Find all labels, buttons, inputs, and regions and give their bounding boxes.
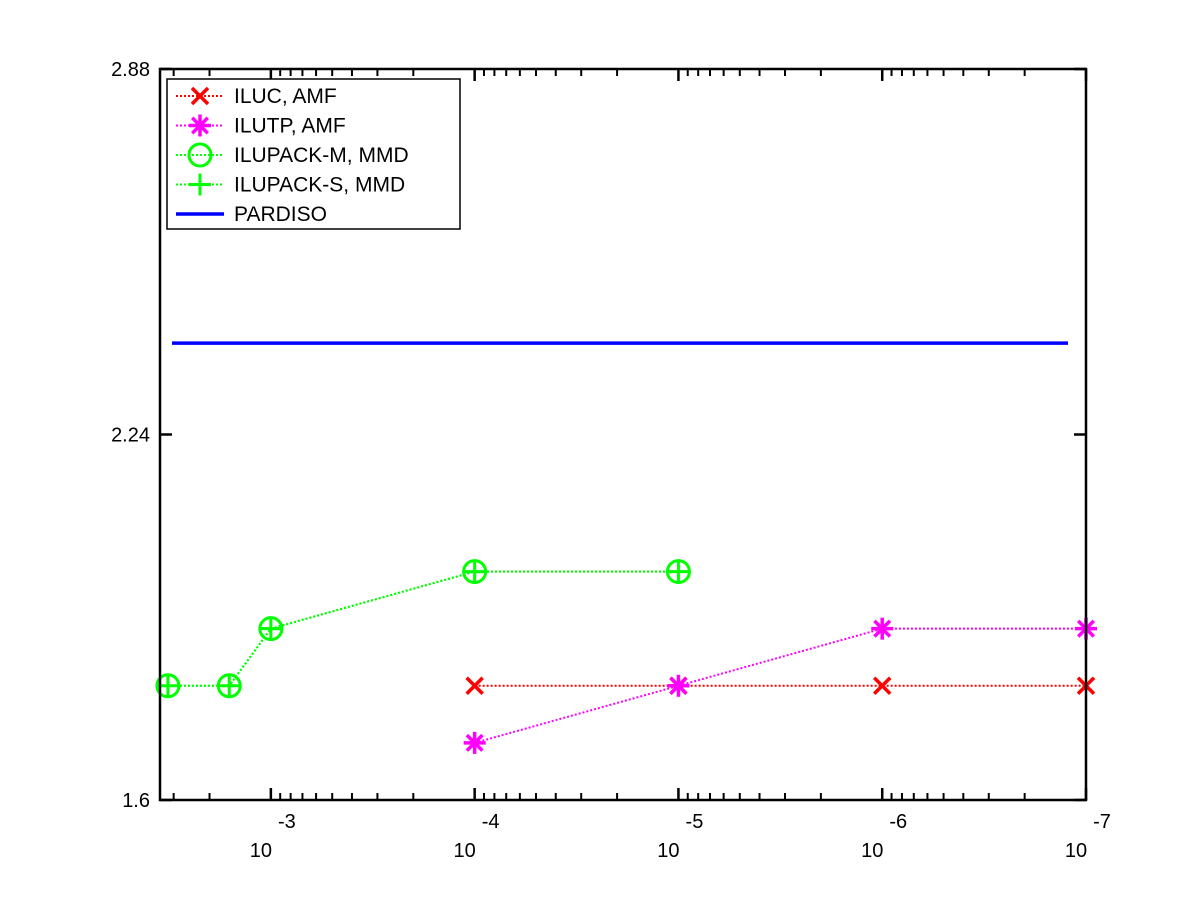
marker-circle <box>187 142 213 168</box>
marker-plus <box>667 560 690 583</box>
y-tick-label: 2.88 <box>111 59 150 81</box>
legend-label: ILUPACK-M, MMD <box>234 144 409 167</box>
x-tick-base: 10 <box>861 840 883 862</box>
series-layer <box>155 341 1097 754</box>
marker-stroke <box>873 619 892 638</box>
marker-stroke <box>190 86 210 106</box>
x-tick-labels: -3 10 -4 10 -5 10 -6 10 -7 10 <box>250 811 1111 862</box>
marker-star <box>667 674 690 697</box>
marker-x <box>872 676 892 696</box>
plot-frame <box>158 67 1088 802</box>
x-tick-exponent: -3 <box>278 811 296 833</box>
y-tick-label: 2.24 <box>111 425 150 447</box>
series-line <box>167 570 679 687</box>
marker-stroke <box>669 676 688 695</box>
legend-label: PARDISO <box>234 203 327 226</box>
marker-stroke <box>465 733 484 752</box>
x-tick-exponent: -6 <box>889 811 907 833</box>
legend-label: ILUTP, AMF <box>234 115 346 138</box>
marker-star <box>189 114 211 137</box>
y-tick-labels: 1.6 2.24 2.88 <box>111 59 150 812</box>
marker-stroke <box>465 676 484 696</box>
x-tick-base: 10 <box>657 840 679 862</box>
marker-star <box>463 731 486 754</box>
legend-label: ILUC, AMF <box>234 85 337 108</box>
marker-plus <box>259 617 282 640</box>
x-tick-base: 10 <box>454 840 476 862</box>
marker-x <box>190 86 210 106</box>
marker-plus <box>463 560 486 583</box>
marker-stroke <box>872 676 892 696</box>
x-tick-base: 10 <box>1065 840 1087 862</box>
x-tick-exponent: -4 <box>482 811 500 833</box>
marker-x <box>465 676 484 696</box>
legend-label: ILUPACK-S, MMD <box>234 174 405 197</box>
marker-plus <box>218 674 241 697</box>
marker-stroke <box>187 142 213 168</box>
series-line <box>474 627 1086 744</box>
x-tick-exponent: -5 <box>686 811 704 833</box>
marker-star <box>871 617 894 640</box>
marker-stroke <box>190 116 210 135</box>
legend: ILUC, AMF ILUTP, AMF ILUPACK-M, MMD ILUPACK… <box>166 78 461 230</box>
y-tick-label: 1.6 <box>122 790 150 812</box>
x-tick-exponent: -7 <box>1093 811 1111 833</box>
legend-box <box>166 78 461 230</box>
x-tick-base: 10 <box>250 840 272 862</box>
marker-plus <box>189 173 211 196</box>
